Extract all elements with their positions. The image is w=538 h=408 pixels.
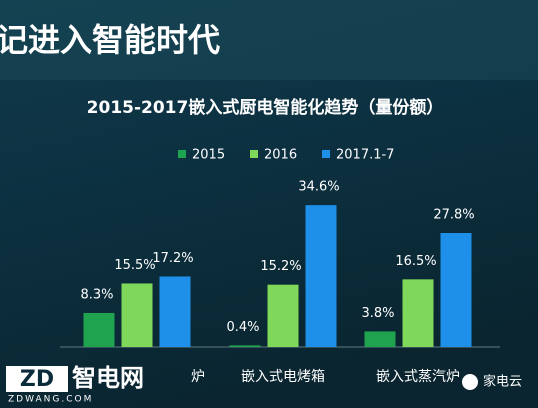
x-tick-label: 炉 (191, 369, 205, 385)
bar (267, 284, 299, 347)
watermark-left: ZD 智电网 ZDWANG.COM (6, 364, 144, 405)
logo-text: ZD (20, 367, 54, 392)
chart-title: 2015-2017嵌入式厨电智能化趋势（量份额） (87, 97, 444, 118)
x-tick-label: 嵌入式蒸汽炉 (376, 369, 460, 385)
bar (402, 279, 434, 347)
slide-heading: 记进入智能时代 (0, 21, 220, 59)
x-tick-label: 嵌入式电烤箱 (241, 369, 325, 385)
data-label: 16.5% (395, 254, 436, 269)
data-label: 8.3% (80, 287, 113, 302)
brand-name: 家电云 (483, 374, 522, 390)
watermark-right: 家电云 (462, 374, 522, 390)
logo-box (6, 366, 68, 392)
legend-swatch (178, 150, 186, 158)
legend-label: 2016 (264, 148, 297, 163)
site-url: ZDWANG.COM (8, 395, 93, 405)
data-label: 17.2% (152, 251, 193, 266)
legend-label: 2015 (192, 148, 225, 163)
bar (159, 276, 191, 347)
bar (364, 331, 396, 347)
bar (440, 233, 472, 347)
data-label: 3.8% (361, 306, 394, 321)
bar (305, 205, 337, 347)
data-label: 15.2% (260, 259, 301, 274)
legend-label: 2017.1-7 (336, 148, 394, 163)
bar (121, 283, 153, 347)
legend-swatch (250, 150, 258, 158)
bar (229, 345, 261, 347)
header-band (0, 0, 538, 80)
data-label: 0.4% (226, 320, 259, 335)
data-label: 15.5% (114, 258, 155, 273)
data-label: 27.8% (433, 208, 474, 223)
site-name: 智电网 (72, 364, 144, 392)
legend-swatch (322, 150, 330, 158)
brand-icon (462, 374, 478, 390)
data-label: 34.6% (298, 180, 339, 195)
bar (83, 312, 115, 347)
